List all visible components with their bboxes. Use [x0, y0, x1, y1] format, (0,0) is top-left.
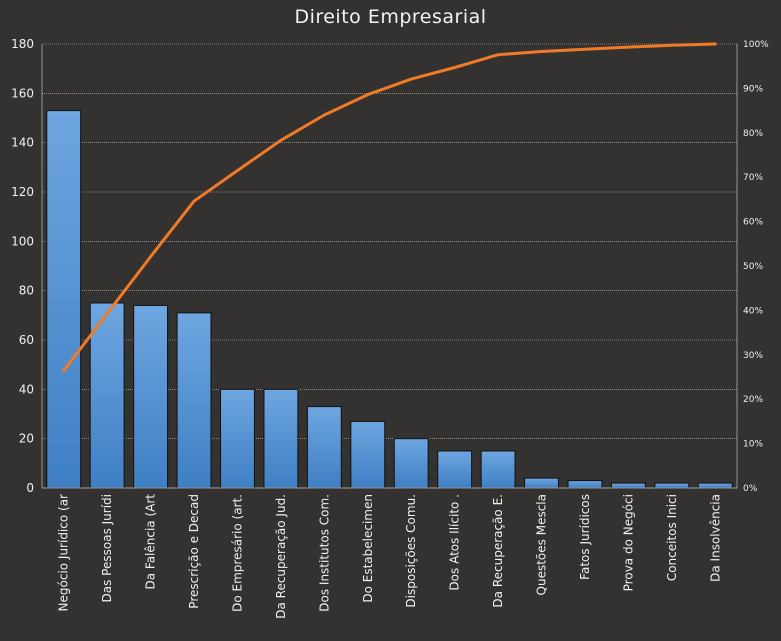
- category-label: Dos Institutos Com.: [317, 494, 331, 612]
- bar-series: [46, 110, 733, 489]
- right-tick-label: 60%: [743, 218, 763, 228]
- category-label: Prescrição e Decad: [187, 494, 201, 609]
- left-tick-label: 140: [11, 136, 34, 150]
- right-tick-label: 80%: [743, 129, 763, 139]
- category-label: Disposições Comu.: [404, 494, 418, 608]
- left-tick-label: 120: [11, 185, 34, 199]
- bar: [46, 110, 82, 489]
- category-label: Fatos Jurídicos: [578, 494, 592, 580]
- bar: [697, 482, 733, 489]
- bar: [220, 388, 255, 489]
- cumulative-line-series: [62, 42, 717, 373]
- category-label: Negócio Jurídico (ar: [57, 494, 71, 612]
- bar: [133, 304, 169, 489]
- chart-title: Direito Empresarial: [294, 6, 487, 28]
- bar: [610, 482, 646, 489]
- category-label: Das Pessoas Jurídi: [100, 494, 114, 602]
- right-tick-label: 40%: [743, 306, 763, 316]
- bar: [524, 477, 559, 489]
- category-axis: Negócio Jurídico (ar Das Pessoas Jurídi Da…: [42, 487, 737, 619]
- bar: [567, 480, 603, 489]
- right-tick-label: 0%: [743, 484, 758, 494]
- category-label: Da Falência (Art: [144, 494, 158, 590]
- category-label: Questões Mescla: [535, 494, 549, 595]
- left-tick-label: 160: [11, 86, 34, 100]
- bar: [89, 302, 125, 489]
- left-tick-label: 60: [19, 333, 34, 347]
- right-tick-label: 50%: [743, 262, 763, 272]
- bar: [176, 312, 212, 489]
- right-tick-label: 90%: [743, 84, 763, 94]
- right-tick-label: 10%: [743, 440, 763, 450]
- right-tick-label: 20%: [743, 395, 763, 405]
- right-tick-label: 100%: [743, 40, 769, 50]
- category-label: Do Empresário (art.: [230, 494, 244, 612]
- right-tick-label: 70%: [743, 173, 763, 183]
- category-label: Do Estabelecimen: [361, 494, 375, 603]
- left-tick-label: 180: [11, 37, 34, 51]
- bar: [480, 450, 516, 489]
- left-axis: 0 20 40 60 80 100 120 140 160 180: [11, 37, 43, 495]
- cumulative-line: [62, 42, 717, 373]
- left-tick-label: 0: [26, 481, 34, 495]
- category-label: Conceitos Inici: [665, 494, 679, 581]
- bar: [654, 482, 690, 489]
- right-axis: 0% 10% 20% 30% 40% 50% 60% 70% 80% 90% 100%: [736, 40, 769, 494]
- bar: [306, 406, 342, 489]
- right-tick-label: 30%: [743, 351, 763, 361]
- left-tick-label: 80: [19, 284, 34, 298]
- category-label: Da Insolvência: [708, 494, 722, 582]
- bar: [350, 420, 386, 489]
- bar: [393, 438, 429, 489]
- category-label: Prova do Negóci: [621, 494, 635, 591]
- category-label: Da Recuperação Jud.: [274, 494, 288, 619]
- bar: [263, 388, 299, 489]
- category-label: Dos Atos Ilícito .: [448, 494, 462, 591]
- category-label: Da Recuperação E.: [491, 494, 505, 608]
- left-tick-label: 40: [19, 382, 34, 396]
- left-tick-label: 20: [19, 432, 34, 446]
- bar: [437, 450, 473, 489]
- left-tick-label: 100: [11, 234, 34, 248]
